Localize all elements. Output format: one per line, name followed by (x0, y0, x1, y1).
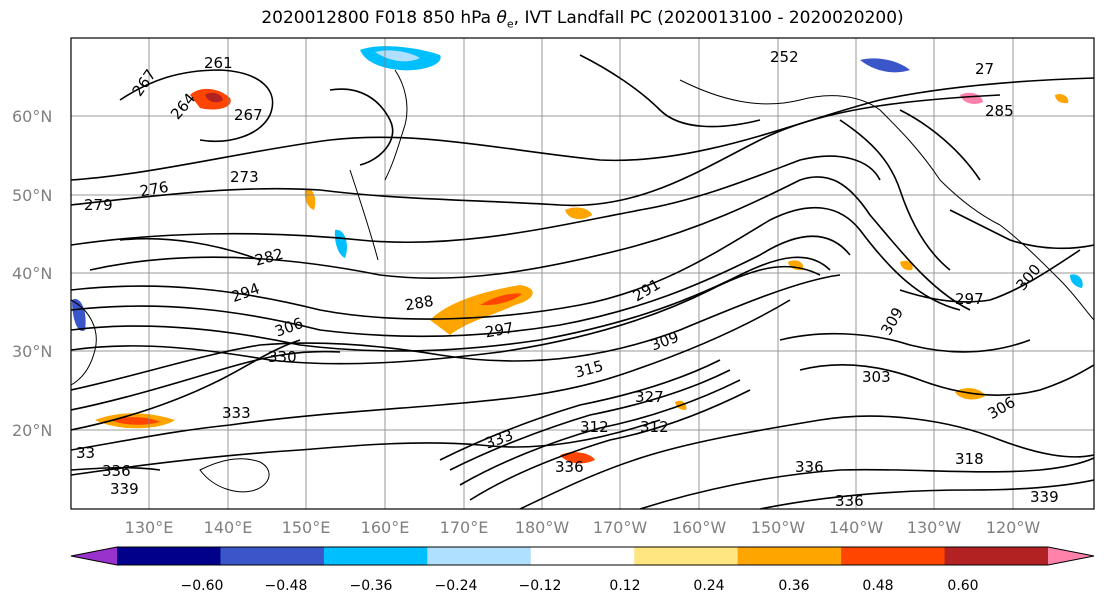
shade-patch (110, 417, 160, 425)
longitude-labels: 130°E 140°E 150°E 160°E 170°E 180°W 170°… (125, 518, 1041, 537)
map-frame (70, 37, 1095, 510)
shade-patch (375, 50, 420, 62)
lon-label: 160°E (361, 518, 410, 537)
lon-label: 140°W (829, 518, 884, 537)
colorbar-segment (530, 547, 635, 565)
contour-label: 336 (555, 458, 584, 476)
coastlines (71, 69, 1094, 493)
shade-patch (1070, 274, 1083, 288)
contour-label: 312 (580, 418, 609, 436)
lon-label: 180°W (515, 518, 570, 537)
lon-label: 150°W (751, 518, 806, 537)
shade-patch (334, 229, 347, 258)
colorbar-segment (323, 547, 428, 565)
contour-label: 339 (1030, 488, 1059, 506)
colorbar-segment (841, 547, 946, 565)
lon-label: 170°E (440, 518, 489, 537)
contour-label: 33 (76, 444, 95, 462)
lat-label: 50°N (12, 186, 52, 205)
shade-patch (560, 452, 595, 464)
contour-label: 279 (84, 196, 113, 214)
lat-label: 30°N (12, 342, 52, 361)
lon-label: 140°E (204, 518, 253, 537)
map-title: 2020012800 F018 850 hPa θe, IVT Landfall… (261, 8, 904, 31)
lon-label: 120°W (986, 518, 1041, 537)
shade-patch (480, 293, 522, 306)
colorbar-outline (70, 546, 1095, 566)
colorbar-segment (737, 547, 842, 565)
colorbar-segment (117, 547, 221, 565)
colorbar-segment (634, 547, 739, 565)
contour-label: 252 (770, 48, 799, 66)
colorbar-extend-left (71, 547, 117, 565)
shade-patch (72, 299, 86, 331)
lon-label: 150°E (282, 518, 331, 537)
shade-patch (304, 188, 316, 210)
contour-label: 273 (230, 168, 259, 186)
contour-label: 276 (138, 178, 169, 201)
colorbar-tick: −0.48 (265, 578, 308, 594)
colorbar-tick: −0.60 (181, 578, 224, 594)
contour-label: 336 (835, 492, 864, 510)
shading-layer (72, 46, 1083, 464)
colorbar-ticks: −0.60 −0.48 −0.36 −0.24 −0.12 0.12 0.24 … (181, 578, 979, 594)
lat-label: 60°N (12, 107, 52, 126)
shade-patch (900, 260, 913, 271)
contour-label: 267 (234, 106, 263, 124)
contour-label: 336 (795, 458, 824, 476)
colorbar-tick: 0.48 (862, 578, 893, 594)
colorbar-tick: −0.36 (350, 578, 393, 594)
theta-e-contours (71, 54, 1094, 509)
contour-label: 339 (110, 480, 139, 498)
lon-label: 130°W (907, 518, 962, 537)
graticule (71, 38, 1094, 509)
shade-patch (1055, 94, 1069, 104)
contour-label: 303 (862, 368, 891, 386)
contour-label: 327 (635, 388, 664, 406)
contour-label: 285 (985, 102, 1014, 120)
colorbar: −0.60 −0.48 −0.36 −0.24 −0.12 0.12 0.24 … (70, 546, 1095, 594)
colorbar-segment (427, 547, 532, 565)
colorbar-segments (117, 547, 1049, 565)
contour-label: 330 (268, 348, 297, 366)
lat-label: 40°N (12, 264, 52, 283)
colorbar-tick: −0.24 (435, 578, 478, 594)
shade-patch (205, 92, 223, 103)
colorbar-tick: 0.24 (693, 578, 724, 594)
shade-patch (565, 207, 592, 220)
colorbar-segment (220, 547, 325, 565)
contour-label: 318 (955, 450, 984, 468)
lon-label: 130°E (125, 518, 174, 537)
lon-label: 170°W (593, 518, 648, 537)
contour-label: 297 (955, 290, 984, 308)
lat-label: 20°N (12, 421, 52, 440)
colorbar-tick: −0.12 (519, 578, 562, 594)
contour-label: 333 (222, 404, 251, 422)
map-panel: 261 267 264 267 276 279 273 282 288 291 … (70, 37, 1095, 510)
colorbar-segment (944, 547, 1049, 565)
colorbar-tick: 0.12 (609, 578, 640, 594)
colorbar-tick: 0.60 (947, 578, 978, 594)
contour-label: 336 (102, 462, 131, 480)
contour-label: 261 (204, 54, 233, 72)
contour-label: 312 (640, 418, 669, 436)
contour-label: 297 (484, 319, 515, 342)
latitude-labels: 60°N 50°N 40°N 30°N 20°N (12, 107, 52, 440)
contour-label: 288 (403, 292, 434, 315)
colorbar-extend-right (1048, 547, 1094, 565)
contour-label: 27 (975, 60, 994, 78)
colorbar-tick: 0.36 (778, 578, 809, 594)
lon-label: 160°W (672, 518, 727, 537)
shade-patch (860, 58, 910, 73)
